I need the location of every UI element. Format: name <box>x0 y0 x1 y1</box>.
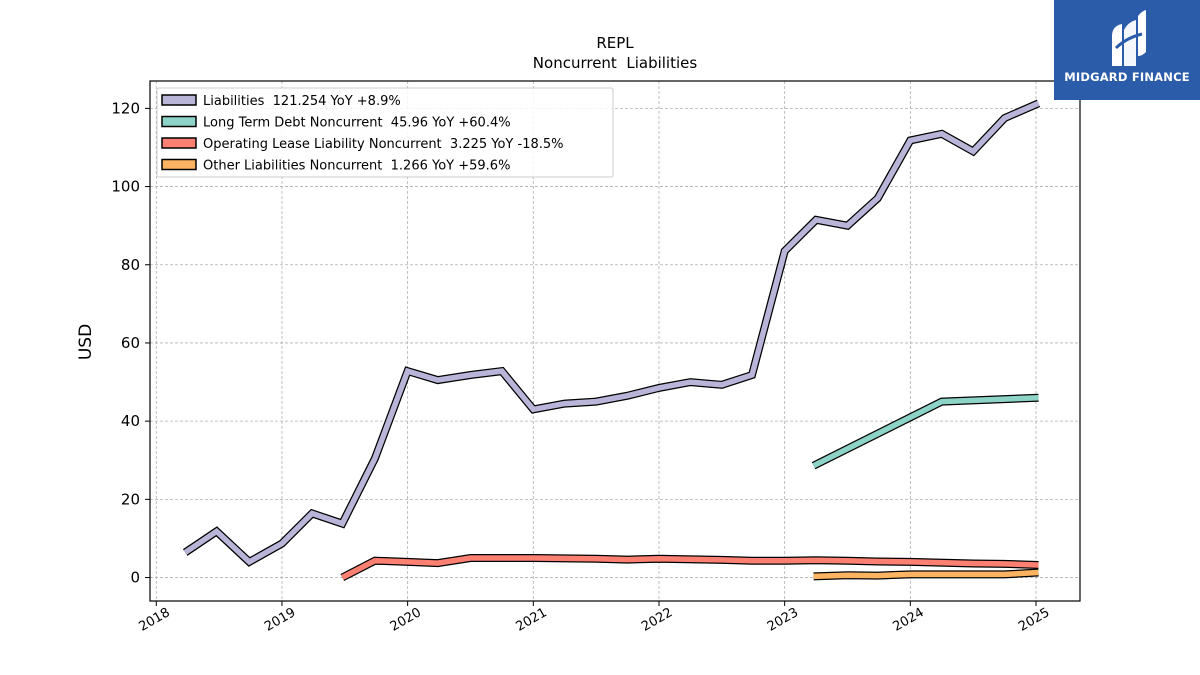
y-tick-label: 120 <box>111 99 140 117</box>
chart-subtitle: Noncurrent Liabilities <box>533 54 698 72</box>
legend-label: Long Term Debt Noncurrent 45.96 YoY +60.… <box>203 116 511 131</box>
legend: Liabilities 121.254 YoY +8.9% Long Term D… <box>156 87 614 178</box>
legend-label: Operating Lease Liability Noncurrent 3.2… <box>203 137 564 152</box>
series-line-3 <box>340 554 1039 582</box>
y-axis-label: USD <box>76 324 96 360</box>
legend-label: Liabilities 121.254 YoY +8.9% <box>203 94 401 109</box>
series-line <box>341 555 1039 580</box>
chart-title: REPL <box>596 34 634 52</box>
legend-swatch <box>161 94 197 106</box>
y-tick-label: 40 <box>121 412 140 430</box>
x-tick-label: 2023 <box>765 605 801 635</box>
x-tick-label: 2022 <box>639 605 675 635</box>
series-line-4 <box>813 568 1039 581</box>
y-tick-label: 0 <box>130 569 140 587</box>
x-tick-label: 2020 <box>388 605 424 635</box>
legend-item: Long Term Debt Noncurrent 45.96 YoY +60.… <box>161 115 511 131</box>
logo-text: MIDGARD FINANCE <box>1064 70 1190 84</box>
legend-box <box>156 87 614 178</box>
legend-item: Operating Lease Liability Noncurrent 3.2… <box>161 137 564 152</box>
series-line <box>813 569 1039 580</box>
x-tick-label: 2025 <box>1016 605 1052 635</box>
y-tick-label: 80 <box>121 256 140 274</box>
brand-logo: MIDGARD FINANCE <box>1054 0 1200 100</box>
series-layer <box>182 99 1041 582</box>
x-tick-label: 2018 <box>136 605 172 635</box>
series-line-1 <box>182 99 1041 567</box>
x-tick-label: 2021 <box>513 605 549 635</box>
legend-item: Other Liabilities Noncurrent 1.266 YoY +… <box>161 158 510 174</box>
legend-swatch <box>161 137 197 149</box>
y-tick-label: 100 <box>111 178 140 196</box>
legend-item: Liabilities 121.254 YoY +8.9% <box>161 94 401 109</box>
series-line <box>183 100 1040 566</box>
ticks: 0 20 40 60 80 100 120 2018 2019 2020 2021 2022 2023 2… <box>111 99 1052 634</box>
legend-swatch <box>161 115 197 128</box>
legend-label: Other Liabilities Noncurrent 1.266 YoY +… <box>203 159 510 174</box>
y-tick-label: 60 <box>121 334 140 352</box>
y-tick-label: 20 <box>121 490 140 508</box>
series-line <box>812 394 1039 469</box>
legend-swatch <box>161 158 197 171</box>
plot-frame <box>149 80 1081 602</box>
logo-mark-icon <box>1112 10 1146 66</box>
series-line-2 <box>811 393 1039 470</box>
x-tick-label: 2024 <box>891 605 927 635</box>
x-tick-label: 2019 <box>262 605 298 635</box>
